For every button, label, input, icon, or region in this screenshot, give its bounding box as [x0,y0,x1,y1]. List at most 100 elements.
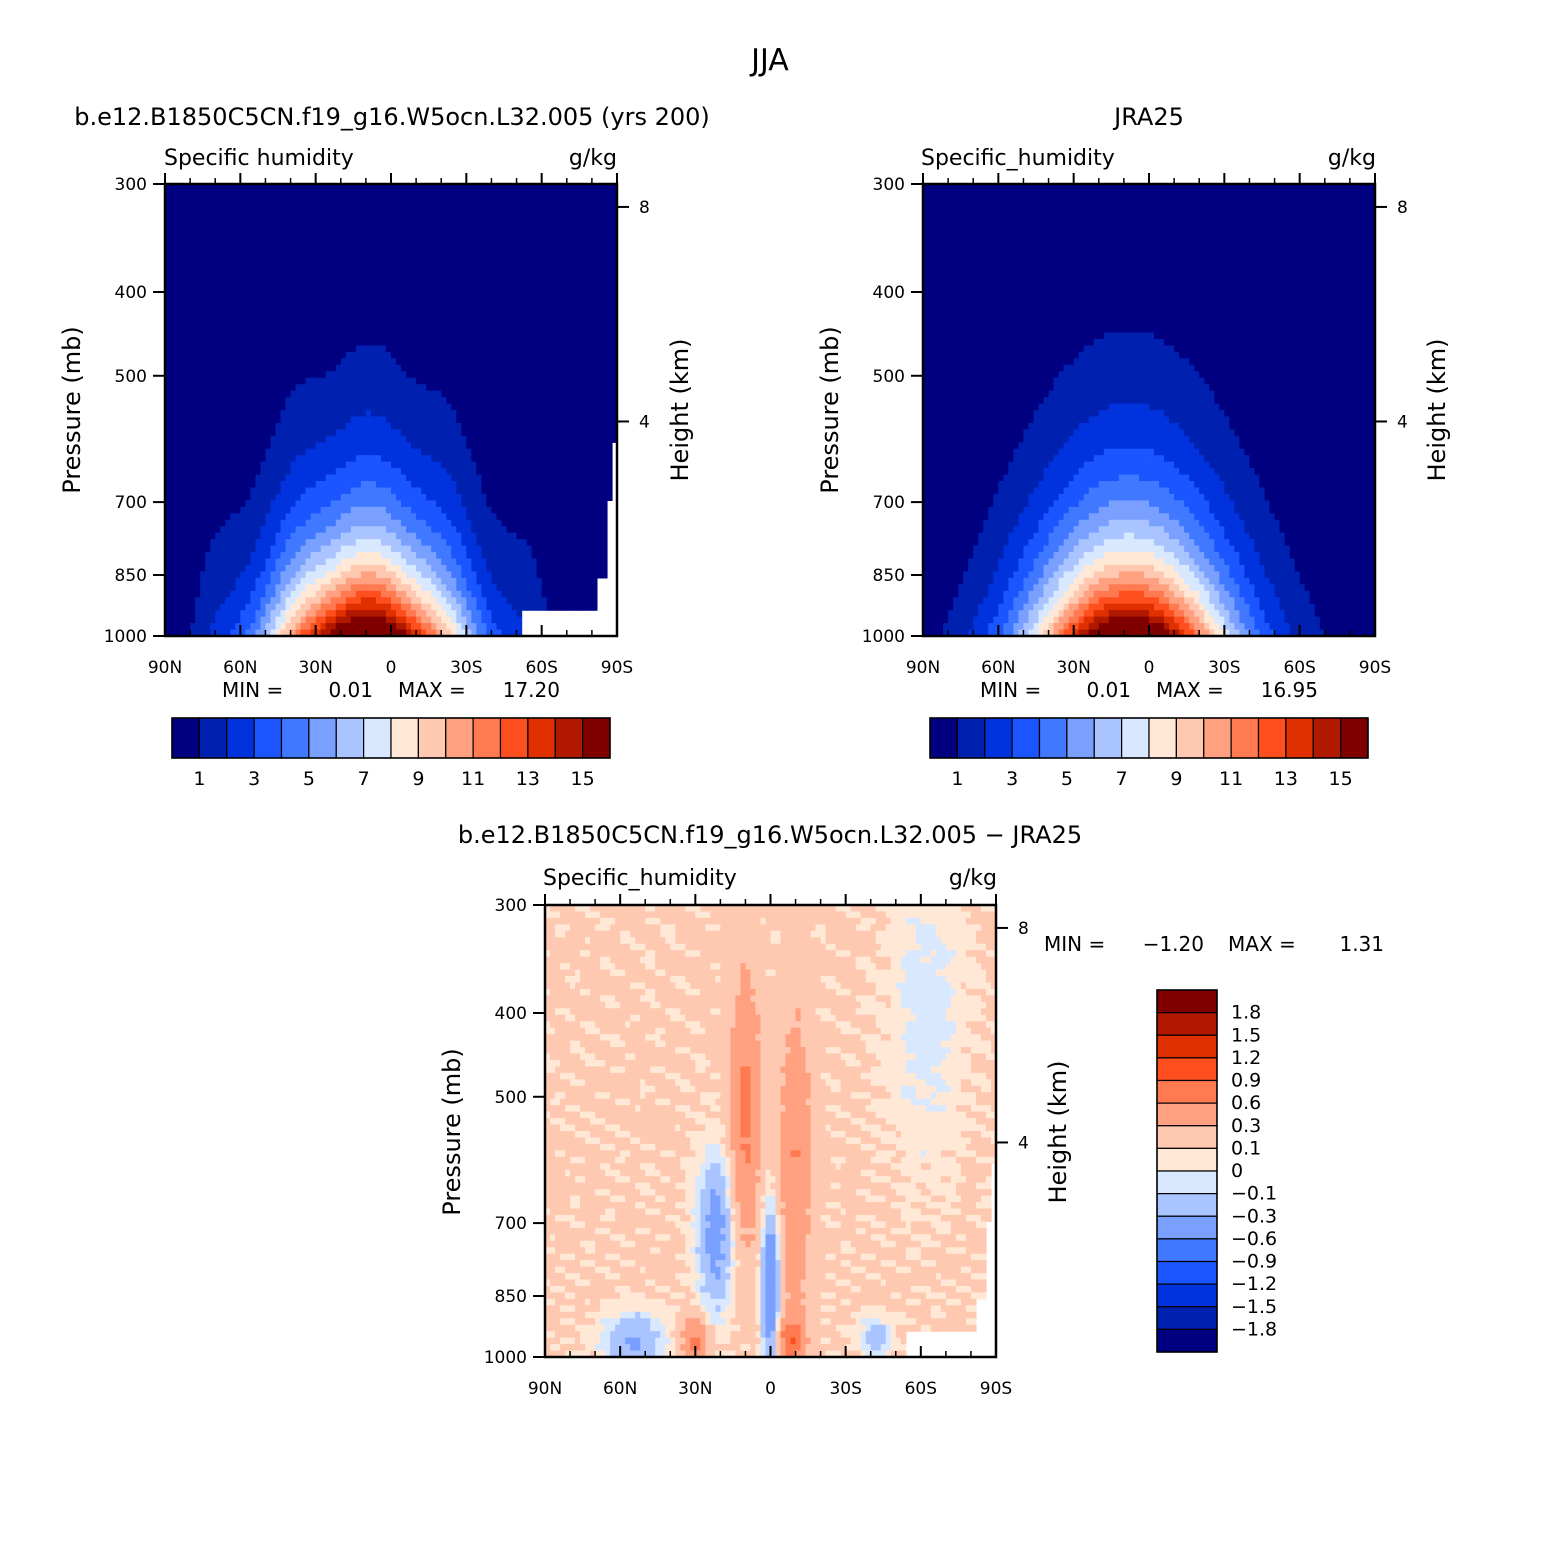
field-cell [356,371,362,378]
field-cell [582,416,588,423]
field-cell [592,442,598,449]
field-cell [331,320,337,327]
field-cell [275,494,281,501]
field-cell [170,423,176,430]
field-cell [456,371,462,378]
field-cell [567,203,573,210]
field-cell [180,281,186,288]
field-cell [220,423,226,430]
field-cell [341,294,347,301]
field-cell [205,513,211,520]
field-cell [270,520,276,527]
field-cell [446,462,452,469]
field-cell [416,358,422,365]
field-cell [602,255,608,262]
field-cell [461,436,467,443]
field-cell [567,339,573,346]
field-cell [235,468,241,475]
field-cell [481,462,487,469]
field-cell [481,326,487,333]
field-cell [572,313,578,320]
field-cell [366,242,372,249]
field-cell [351,313,357,320]
field-cell [381,455,387,462]
field-cell [522,358,528,365]
field-cell [265,416,271,423]
field-cell [331,462,337,469]
field-cell [255,274,261,281]
field-cell [281,423,287,430]
field-cell [240,307,246,314]
panel-model-variable: Specific humidity [164,146,354,171]
field-cell [507,533,513,540]
field-cell [235,475,241,482]
field-cell [491,365,497,372]
field-cell [582,391,588,398]
field-cell [461,371,467,378]
field-cell [235,358,241,365]
field-cell [507,300,513,307]
field-cell [210,455,216,462]
field-cell [190,513,196,520]
field-cell [180,300,186,307]
field-cell [491,378,497,385]
field-cell [411,429,417,436]
field-cell [336,249,342,256]
field-cell [366,365,372,372]
field-cell [517,281,523,288]
field-cell [421,539,427,546]
field-cell [235,462,241,469]
field-cell [170,449,176,456]
field-cell [286,203,292,210]
field-cell [537,391,543,398]
field-cell [386,203,392,210]
field-cell [195,404,201,411]
field-cell [250,449,256,456]
field-cell [491,287,497,294]
field-cell [316,436,322,443]
field-cell [381,462,387,469]
field-cell [301,307,307,314]
field-cell [225,397,231,404]
field-cell [507,384,513,391]
field-cell [190,242,196,249]
field-cell [491,281,497,288]
field-cell [321,216,327,223]
field-cell [587,229,593,236]
field-cell [195,526,201,533]
field-cell [306,397,312,404]
field-cell [220,229,226,236]
field-cell [582,429,588,436]
field-cell [175,274,181,281]
field-cell [296,345,302,352]
field-cell [235,190,241,197]
field-cell [225,190,231,197]
field-cell [220,210,226,217]
field-cell [366,216,372,223]
field-cell [552,216,558,223]
field-cell [260,533,266,540]
field-cell [341,520,347,527]
field-cell [301,436,307,443]
field-cell [281,326,287,333]
field-cell [170,513,176,520]
field-cell [572,358,578,365]
field-cell [376,216,382,223]
field-cell [597,365,603,372]
field-cell [607,378,613,385]
field-cell [366,229,372,236]
field-cell [411,300,417,307]
field-cell [557,307,563,314]
field-cell [250,378,256,385]
field-cell [386,281,392,288]
field-cell [265,500,271,507]
field-cell [441,371,447,378]
field-cell [291,197,297,204]
field-cell [265,423,271,430]
field-cell [371,242,377,249]
field-cell [431,371,437,378]
field-cell [401,216,407,223]
field-cell [210,242,216,249]
field-cell [391,320,397,327]
field-cell [185,533,191,540]
